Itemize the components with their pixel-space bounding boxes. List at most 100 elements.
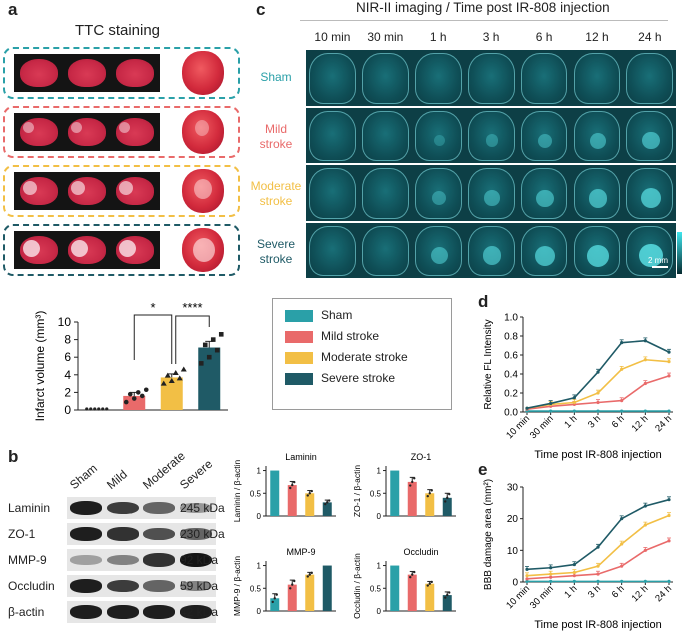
y-tick-label: 0 [257,607,262,616]
nir-lesion-signal [537,133,553,148]
wb-band [179,580,212,592]
nir-brain-frame [467,225,515,276]
data-point [430,580,433,584]
nir-lesion-signal [485,134,499,148]
bar [198,347,221,410]
data-point [306,494,309,497]
ttc-slice-strip [14,113,160,151]
wb-band [143,605,175,619]
ttc-row-border [3,47,240,99]
y-tick-label: 2 [64,385,71,399]
data-point [143,387,149,393]
x-tick-label: 12 h [630,583,651,604]
series-point [596,370,600,374]
wb-band [179,553,212,567]
mmp9-chart: MMP-9 0 0.5 1 MMP-9 / β-actin [232,547,336,616]
group-legend: Sham Mild stroke Moderate stroke Severe str… [272,298,452,410]
panel-d-label: d [478,292,489,311]
wb-band [143,553,175,567]
ttc-brain-slice [20,59,58,87]
x-tick-label: 1 h [562,583,579,600]
bar [287,485,297,516]
ttc-brain-slice [20,118,58,146]
data-point [413,570,416,574]
y-axis-label: Laminin / β-actin [232,459,242,522]
wb-band [70,555,102,565]
series-point [525,577,529,581]
ttc-infarct-region [71,122,82,133]
y-tick-label: 0 [64,403,71,417]
wb-band [179,528,212,540]
wb-band [70,579,102,593]
series-point [643,548,647,552]
wb-blot-strip [67,523,216,545]
nir-row-label-line: stroke [259,251,293,266]
series-point [549,575,553,579]
x-tick-label: 6 h [610,583,627,600]
nir-brain-frame [414,225,462,276]
data-point [273,597,276,600]
nir-row-strip [306,165,677,221]
bar [322,502,332,516]
ttc-infarct-region [119,240,136,257]
y-tick-label: 0 [257,512,262,521]
data-point [446,593,449,597]
data-point [308,573,311,576]
wb-kda-label: 59 kDa [180,579,219,593]
y-tick-label: 30 [507,483,519,494]
data-point [324,502,327,506]
data-point [218,332,224,337]
x-tick-label: 12 h [630,413,651,434]
bar [425,493,435,516]
data-point [131,396,137,401]
nir-brain-frame [467,110,515,161]
legend-swatch [285,352,313,364]
data-point [293,579,296,583]
data-point [214,347,220,353]
ttc-infarct-region [71,181,85,195]
y-tick-label: 0 [512,578,518,589]
nir-brain-frame [626,168,674,219]
data-point [271,600,274,604]
wb-band [106,605,139,619]
legend-label: Severe stroke [321,371,396,385]
wb-lane-label: Mild [103,467,130,492]
wb-kda-label: 42 kDa [180,605,219,619]
series-point [549,401,553,406]
data-point [97,407,101,411]
ttc-title: TTC staining [75,22,161,39]
nir-row-label: Sham [248,70,304,85]
wb-band [106,501,139,515]
series-point [667,579,671,583]
nir-title: NIR-II imaging / Time post IR-808 inject… [356,0,610,15]
nir-lesion-signal [590,132,606,149]
bar [305,493,315,516]
data-point [135,390,141,395]
nir-lesion-signal [432,191,447,206]
series-point [596,579,600,583]
nir-row-label: Severe stroke [248,237,304,267]
data-point [426,494,429,498]
nir-time-label: 1 h [429,30,447,44]
wb-protein-label: ZO-1 [8,527,36,541]
y-axis-label: Infarct volume (mm³) [33,311,47,422]
series-point [525,406,529,410]
series-point [667,539,671,543]
ttc-whole-brain [182,51,224,95]
data-point [308,492,311,495]
wb-band [143,580,175,592]
data-point [168,377,175,383]
nir-brain-frame [414,110,462,161]
nir-time-label: 10 min [314,30,351,44]
nir-lesion-signal [482,246,502,266]
data-point [411,573,414,576]
bar [270,598,280,611]
series-point [525,567,529,571]
significance-bracket [175,315,210,364]
ttc-slice-strip [14,231,160,269]
panel-b-label: b [8,447,19,466]
nir-lesion-signal [642,132,660,150]
significance-label: * [150,300,155,315]
bar [270,470,280,516]
